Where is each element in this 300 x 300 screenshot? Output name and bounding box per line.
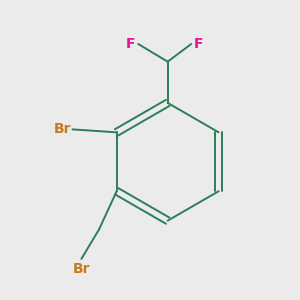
- Text: Br: Br: [73, 262, 90, 276]
- Text: F: F: [194, 37, 204, 51]
- Text: F: F: [126, 37, 135, 51]
- Text: Br: Br: [53, 122, 71, 136]
